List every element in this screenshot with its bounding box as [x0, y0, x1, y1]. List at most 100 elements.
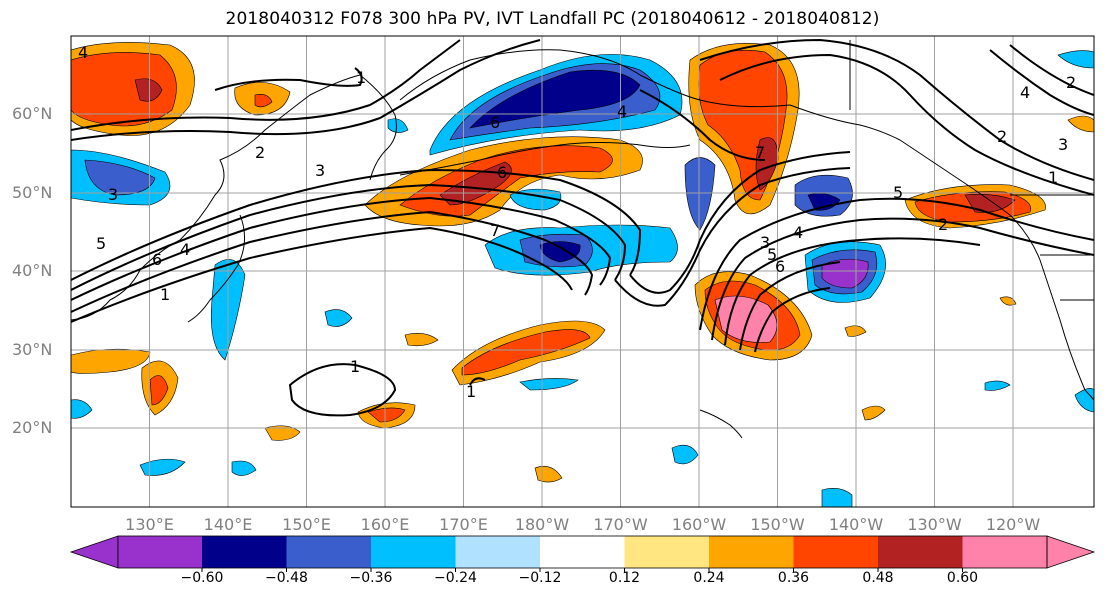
colorbar-outline: [117, 535, 1048, 569]
shading-layer: [71, 42, 1094, 507]
contour-label: 1: [160, 285, 170, 304]
colorbar-segment: [624, 536, 709, 568]
colorbar-segment: [455, 536, 540, 568]
alaska-coastline: [399, 49, 901, 141]
anomaly-region: [755, 137, 779, 191]
contour-label: 4: [1020, 83, 1030, 102]
anomaly-region: [84, 159, 156, 196]
colorbar-tick-label: −0.36: [349, 570, 393, 586]
contour-label: 1: [466, 382, 476, 401]
anomaly-region: [1057, 50, 1094, 69]
colorbar-tick-label: −0.48: [265, 570, 308, 586]
coastlines: [71, 40, 1094, 439]
asia-coastline: [71, 74, 361, 321]
japan-coastline: [187, 214, 245, 323]
contour-label: 2: [938, 215, 948, 234]
anomaly-region: [139, 458, 186, 476]
lat-label-20n: 20°N: [12, 418, 53, 437]
colorbar-segment: [878, 536, 963, 568]
anomaly-region: [461, 329, 591, 376]
lon-label-170w: 170°W: [593, 515, 648, 534]
colorbar: [69, 535, 1096, 572]
ivt-contours: [71, 38, 1094, 417]
colorbar-tick-label: 0.36: [777, 570, 810, 586]
lon-label-170e: 170°E: [439, 515, 488, 534]
lon-label-160w: 160°W: [671, 515, 727, 534]
colorbar-tick-label: 0.24: [693, 570, 725, 586]
lon-label-120w: 120°W: [985, 515, 1041, 534]
anomaly-region: [534, 466, 563, 483]
contour-label: 3: [108, 185, 118, 204]
lon-label-150w: 150°W: [750, 515, 805, 534]
anomaly-region: [984, 380, 1011, 391]
anomaly-region: [684, 157, 716, 231]
lon-label-140w: 140°W: [828, 515, 884, 534]
colorbar-segment: [793, 536, 878, 568]
anomaly-region: [539, 241, 581, 263]
contour-label: 6: [775, 257, 785, 276]
colorbar-tick-label: −0.24: [434, 570, 477, 586]
anomaly-region: [671, 444, 699, 465]
contour-label: 6: [152, 250, 162, 269]
colorbar-segment: [118, 536, 202, 568]
lon-label-150e: 150°E: [282, 515, 331, 534]
anomaly-region: [134, 78, 163, 102]
contour-label: 4: [180, 240, 190, 259]
north-america-coastline: [899, 139, 1094, 401]
anomaly-region: [231, 460, 257, 476]
contour-label: 5: [767, 245, 777, 264]
lon-label-160e: 160°E: [360, 515, 410, 534]
contour-label: 2: [997, 127, 1007, 146]
anomaly-region: [71, 348, 151, 374]
contour-label: 3: [315, 161, 325, 180]
anomaly-region: [367, 407, 406, 423]
hawaii-islands: [699, 409, 743, 439]
contour-label: 7: [755, 143, 765, 162]
anomaly-region: [254, 94, 273, 108]
colorbar-segment: [962, 536, 1047, 568]
lat-label-50n: 50°N: [12, 183, 53, 202]
lon-label-130w: 130°W: [907, 515, 962, 534]
contour-label: 2: [255, 143, 265, 162]
contour-label: 5: [893, 183, 903, 202]
colorbar-tick-label: 0.12: [608, 570, 641, 586]
anomaly-region: [264, 425, 301, 441]
anomaly-region: [1067, 115, 1094, 133]
contour-label: 6: [497, 163, 507, 182]
colorbar-segment: [202, 536, 287, 568]
contour-label: 6: [490, 113, 500, 132]
anomaly-region: [519, 378, 579, 391]
anomaly-region: [404, 333, 439, 347]
contour-label: 1: [356, 68, 366, 87]
colorbar-tick-label: −0.12: [518, 570, 562, 586]
anomaly-region: [387, 118, 409, 133]
contour-label-group: 1 2 3 4 5 6 7 1 1 6 4 6 7 3 4 5 6 5 2 2 …: [78, 43, 1076, 401]
plot-frame: [70, 35, 1095, 508]
contour-label: 3: [1058, 135, 1068, 154]
lon-label-140e: 140°E: [203, 515, 253, 534]
anomaly-region: [821, 258, 869, 289]
anomaly-region: [71, 52, 177, 127]
colorbar-segment: [540, 536, 625, 568]
lat-label-30n: 30°N: [12, 340, 53, 359]
contour-label: 4: [78, 43, 88, 62]
contour-label: 7: [490, 221, 500, 240]
lon-label-180w: 180°W: [514, 515, 570, 534]
aleutian-arc: [399, 142, 691, 176]
contour-label: 4: [617, 102, 627, 121]
anomaly-region: [1074, 388, 1094, 413]
canada-border: [849, 40, 1094, 301]
lat-label-60n: 60°N: [12, 104, 53, 123]
anomaly-region: [71, 399, 93, 419]
colorbar-tick-label: 0.48: [862, 570, 894, 586]
colorbar-tick-label: 0.60: [946, 570, 979, 586]
colorbar-segment: [709, 536, 794, 568]
map-title: 2018040312 F078 300 hPa PV, IVT Landfall…: [225, 9, 880, 29]
contour-label: 4: [793, 223, 803, 242]
contour-label: 3: [760, 233, 770, 252]
contour-label: 1: [350, 357, 360, 376]
colorbar-segment: [371, 536, 456, 568]
colorbar-extend-high: [1046, 535, 1096, 569]
anomaly-region: [149, 375, 169, 406]
